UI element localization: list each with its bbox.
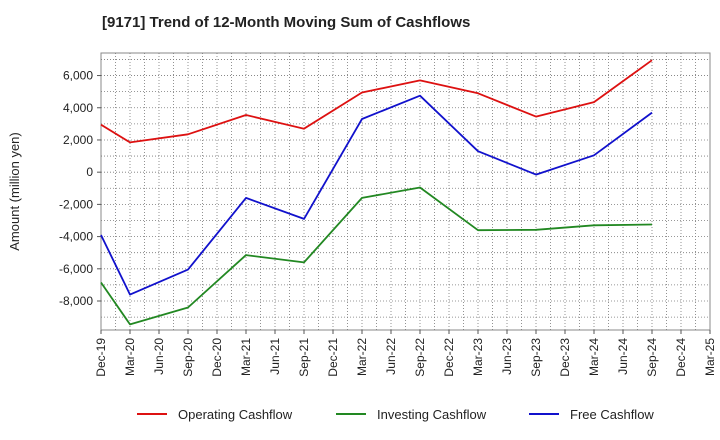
y-tick-label: -2,000	[59, 197, 93, 211]
x-tick-label: Jun-20	[152, 338, 166, 375]
series-line-free-cashflow	[100, 94, 653, 296]
x-tick-label: Jun-23	[500, 338, 514, 375]
x-tick-label: Sep-22	[413, 338, 427, 377]
x-tick-label: Dec-24	[674, 338, 688, 377]
y-tick-label: -4,000	[59, 230, 93, 244]
y-tick-label: -8,000	[59, 294, 93, 308]
chart-title: [9171] Trend of 12-Month Moving Sum of C…	[102, 14, 471, 31]
x-tick-label: Sep-24	[645, 338, 659, 377]
x-tick-label: Mar-20	[123, 338, 137, 376]
x-tick-label: Jun-22	[384, 338, 398, 375]
x-tick-label: Jun-21	[268, 338, 282, 375]
y-axis-label: Amount (million yen)	[7, 132, 22, 251]
x-tick-label: Dec-19	[94, 338, 108, 377]
y-tick-label: 2,000	[63, 133, 93, 147]
x-tick-label: Sep-23	[529, 338, 543, 377]
legend-entry: Free Cashflow	[570, 407, 654, 422]
y-tick-label: 6,000	[63, 69, 93, 83]
x-tick-label: Mar-22	[355, 338, 369, 376]
x-tick-label: Sep-20	[181, 338, 195, 377]
series-line-investing-cashflow	[100, 186, 653, 326]
x-tick-label: Mar-21	[239, 338, 253, 376]
y-tick-label: 4,000	[63, 101, 93, 115]
y-tick-label: 0	[86, 165, 93, 179]
x-tick-label: Sep-21	[297, 338, 311, 377]
series-line-operating-cashflow	[100, 59, 653, 144]
x-tick-label: Mar-24	[587, 338, 601, 376]
x-tick-label: Jun-24	[616, 338, 630, 375]
x-tick-label: Mar-25	[703, 338, 717, 376]
x-tick-label: Dec-23	[558, 338, 572, 377]
y-tick-label: -6,000	[59, 262, 93, 276]
legend-entry: Operating Cashflow	[178, 407, 293, 422]
x-tick-label: Dec-20	[210, 338, 224, 377]
x-tick-label: Dec-21	[326, 338, 340, 377]
legend-entry: Investing Cashflow	[377, 407, 487, 422]
x-tick-label: Mar-23	[471, 338, 485, 376]
x-tick-label: Dec-22	[442, 338, 456, 377]
